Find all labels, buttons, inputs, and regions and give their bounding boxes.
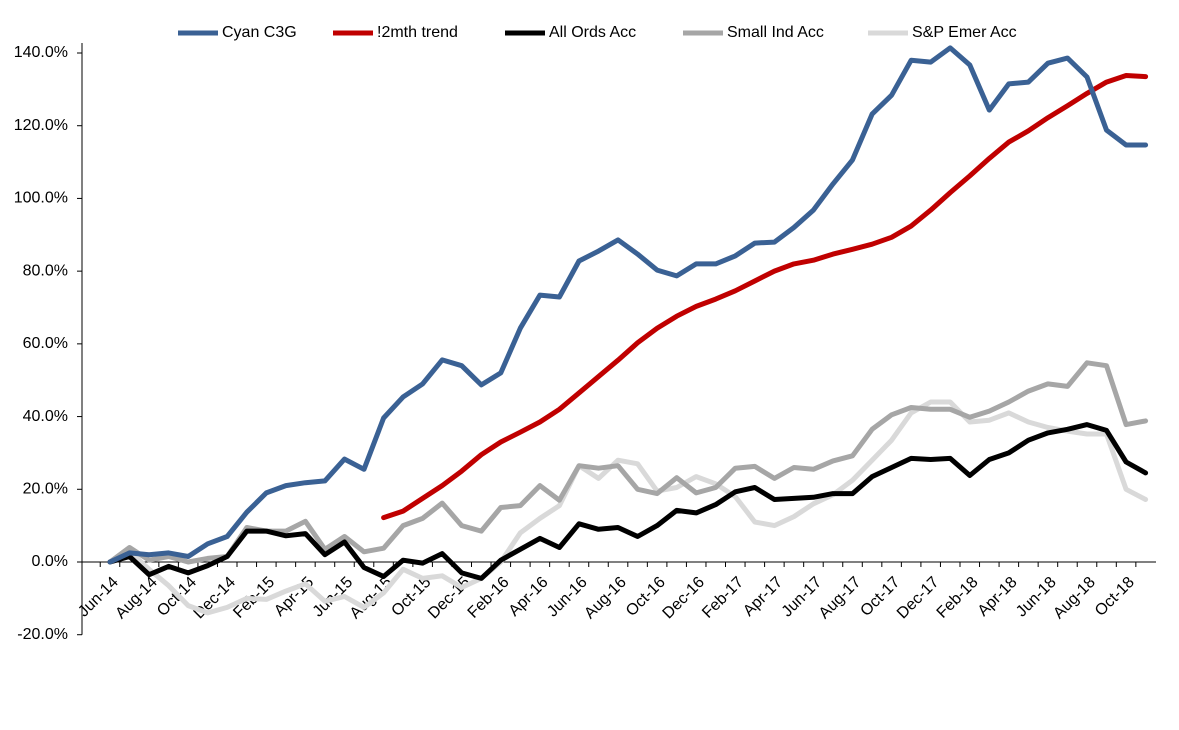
x-tick-label: Dec-14	[191, 574, 240, 623]
x-tick-label: Dec-16	[660, 574, 709, 623]
series-line	[107, 360, 1149, 565]
x-tick-label: Aug-17	[816, 574, 865, 623]
x-tick-label: Oct-18	[1092, 574, 1138, 620]
y-tick-label: 60.0%	[23, 335, 68, 352]
y-tick-label: 140.0%	[14, 44, 68, 61]
x-tick-label: Apr-16	[506, 574, 552, 620]
y-tick-label: 20.0%	[23, 481, 68, 498]
legend-label: Cyan C3G	[222, 24, 297, 41]
series-line	[107, 422, 1149, 581]
y-tick-label: 40.0%	[23, 408, 68, 425]
series-line	[107, 45, 1149, 565]
x-tick-label: Aug-14	[112, 574, 161, 623]
x-tick-label: Apr-17	[740, 574, 786, 620]
y-tick-label: 120.0%	[14, 117, 68, 134]
y-tick-label: -20.0%	[17, 626, 68, 643]
series-line	[381, 73, 1149, 521]
y-tick-label: 100.0%	[14, 190, 68, 207]
legend-label: All Ords Acc	[549, 24, 636, 41]
x-tick-label: Aug-15	[347, 574, 396, 623]
legend-label: S&P Emer Acc	[912, 24, 1017, 41]
y-tick-label: 0.0%	[32, 553, 68, 570]
series-line	[107, 399, 1149, 616]
legend-label: !2mth trend	[377, 24, 458, 41]
x-tick-label: Dec-17	[894, 574, 943, 623]
x-tick-label: Aug-18	[1050, 574, 1099, 623]
x-tick-label: Feb-17	[699, 574, 747, 622]
y-tick-label: 80.0%	[23, 262, 68, 279]
x-tick-label: Aug-16	[581, 574, 630, 623]
legend-label: Small Ind Acc	[727, 24, 824, 41]
x-tick-label: Apr-18	[975, 574, 1021, 620]
x-tick-label: Feb-18	[934, 574, 982, 622]
